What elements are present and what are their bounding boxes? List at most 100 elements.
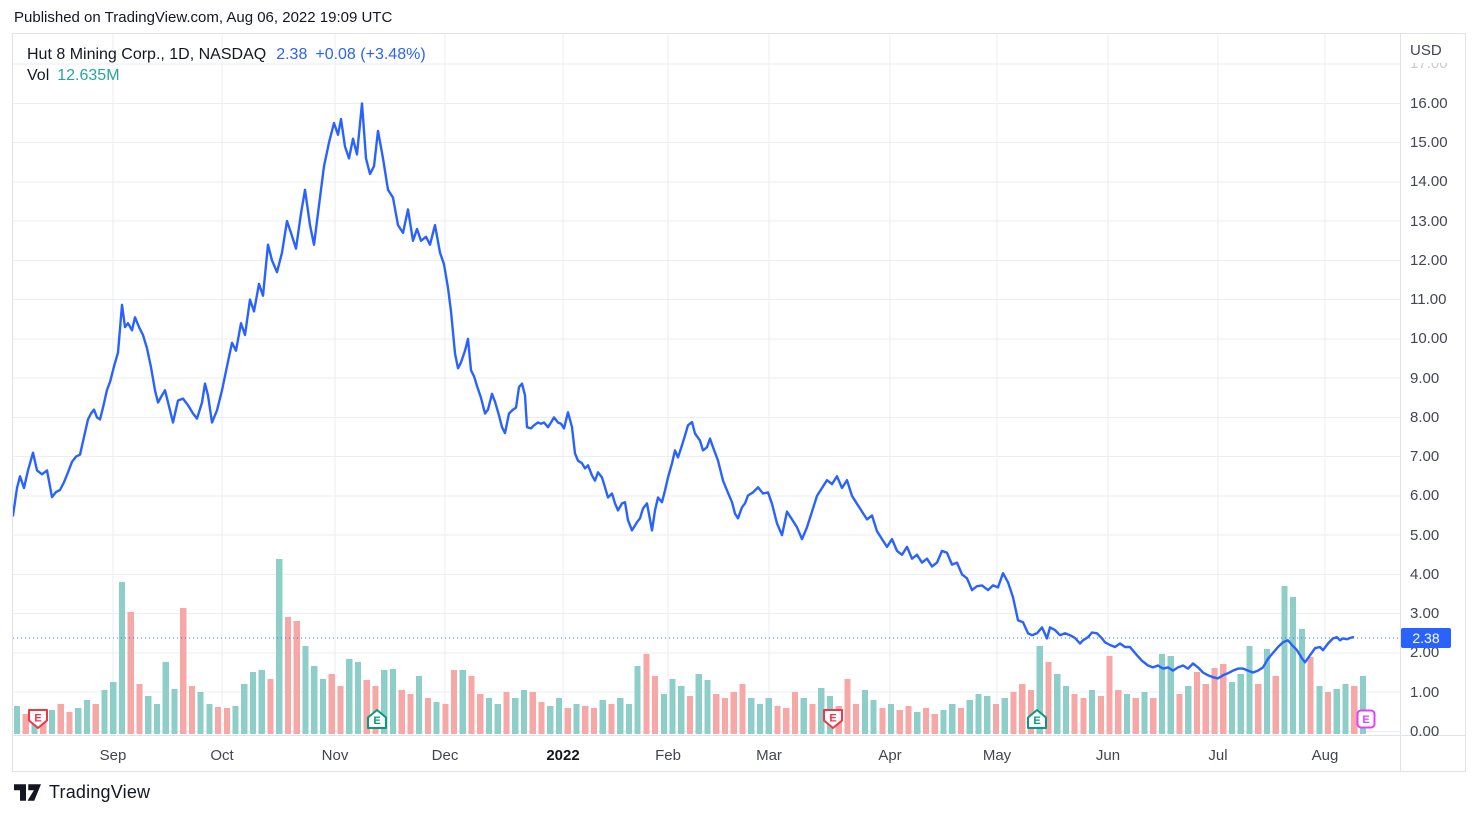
- volume-bar: [424, 698, 431, 734]
- volume-bar: [381, 670, 388, 734]
- volume-bar: [101, 690, 108, 734]
- volume-bar: [1211, 668, 1218, 734]
- price-change: +0.08 (+3.48%): [315, 46, 426, 63]
- volume-bar: [1255, 684, 1262, 734]
- volume-bar: [188, 686, 195, 734]
- volume-bar: [1316, 686, 1323, 734]
- svg-text:E: E: [34, 713, 41, 725]
- volume-bar: [1351, 686, 1358, 734]
- volume-bar: [861, 690, 868, 734]
- volume-bar: [1237, 674, 1244, 734]
- earnings-beat-marker: E: [1025, 707, 1049, 731]
- volume-bar: [529, 692, 536, 734]
- volume-bar: [1010, 692, 1017, 734]
- volume-bar: [354, 662, 362, 734]
- volume-bar: [1246, 646, 1253, 734]
- volume-bar: [905, 706, 912, 734]
- volume-bar: [625, 704, 632, 734]
- time-axis-label: Apr: [878, 747, 902, 764]
- volume-bar: [984, 696, 991, 734]
- volume-bar: [687, 696, 694, 734]
- currency-label: USD: [1410, 42, 1442, 59]
- volume-bar: [643, 654, 650, 734]
- volume-bar: [599, 700, 606, 734]
- volume-bar: [730, 692, 737, 734]
- earnings-miss-marker: E: [26, 707, 50, 731]
- volume-bar: [992, 704, 1000, 734]
- price-line-series: [11, 102, 1355, 680]
- volume-bar: [486, 698, 493, 734]
- volume-bar: [1001, 698, 1008, 734]
- volume-bar: [634, 666, 641, 734]
- volume-bar: [713, 694, 720, 734]
- time-axis-label: Nov: [321, 747, 349, 764]
- chart-legend: Hut 8 Mining Corp., 1D, NASDAQ 2.38 +0.08 …: [27, 44, 426, 86]
- price-axis-label: 7.00: [1410, 448, 1440, 466]
- volume-bar: [1220, 664, 1227, 734]
- volume-bar: [1080, 698, 1087, 734]
- price-axis-label: 2.00: [1410, 644, 1440, 662]
- volume-bar: [215, 707, 222, 734]
- volume-bar: [669, 679, 676, 734]
- volume-bar: [503, 692, 510, 734]
- volume-bar: [241, 684, 248, 734]
- volume-bar: [468, 676, 475, 734]
- volume-bar: [888, 704, 895, 734]
- price-axis-label-clipped: 17.00: [1410, 63, 1448, 73]
- volume-bar: [721, 698, 729, 734]
- earnings-up-icon: E: [367, 709, 387, 729]
- volume-bar: [844, 679, 851, 734]
- volume-bar: [372, 686, 379, 734]
- volume-bar: [398, 690, 405, 734]
- volume-bar: [547, 706, 554, 734]
- volume-bar: [1228, 682, 1236, 734]
- volume-bar: [739, 684, 746, 734]
- volume-bar: [14, 706, 21, 734]
- price-axis-label: 8.00: [1410, 408, 1440, 426]
- price-axis-label: 0.00: [1410, 722, 1440, 740]
- volume-bar: [765, 698, 772, 734]
- earnings-beat-marker: E: [365, 707, 389, 731]
- volume-bar: [1132, 698, 1139, 734]
- volume-bar: [180, 608, 187, 734]
- volume-bar: [363, 680, 370, 734]
- volume-bar: [931, 714, 938, 734]
- volume-bar: [1272, 676, 1279, 734]
- brand-name: TradingView: [49, 782, 151, 802]
- volume-bar: [940, 710, 947, 734]
- volume-bar: [704, 680, 711, 734]
- price-axis-label: 6.00: [1410, 487, 1440, 505]
- volume-bar: [678, 686, 685, 734]
- price-axis-label: 5.00: [1410, 526, 1440, 544]
- earnings-future-icon: E: [1356, 709, 1376, 729]
- volume-bar: [153, 704, 160, 734]
- footer-brand: TradingView: [14, 782, 150, 803]
- volume-bar: [407, 694, 414, 734]
- volume-bar: [494, 704, 501, 734]
- volume-bar: [1342, 684, 1349, 734]
- volume-bar: [1019, 684, 1026, 734]
- current-price-badge: 2.38: [1401, 628, 1451, 648]
- volume-bar: [110, 682, 117, 734]
- volume-bar: [197, 692, 204, 734]
- volume-bar: [818, 688, 825, 734]
- volume-bar: [1115, 690, 1122, 734]
- volume-bar: [879, 708, 886, 734]
- price-axis-label: 13.00: [1410, 212, 1448, 230]
- volume-bar: [1054, 674, 1061, 734]
- volume-bar: [564, 708, 571, 734]
- last-price: 2.38: [276, 46, 308, 63]
- volume-bar: [748, 698, 755, 734]
- volume-bar: [459, 670, 466, 734]
- volume-bar: [83, 700, 91, 734]
- volume-bar: [966, 700, 973, 734]
- volume-bar: [250, 672, 257, 734]
- volume-bar: [555, 698, 563, 734]
- volume-bar: [66, 712, 73, 734]
- volume-bar: [1045, 662, 1052, 734]
- volume-bar: [258, 670, 265, 734]
- volume-label: Vol: [27, 67, 50, 84]
- price-axis-label: 11.00: [1410, 291, 1447, 309]
- price-axis-label: 12.00: [1410, 251, 1448, 269]
